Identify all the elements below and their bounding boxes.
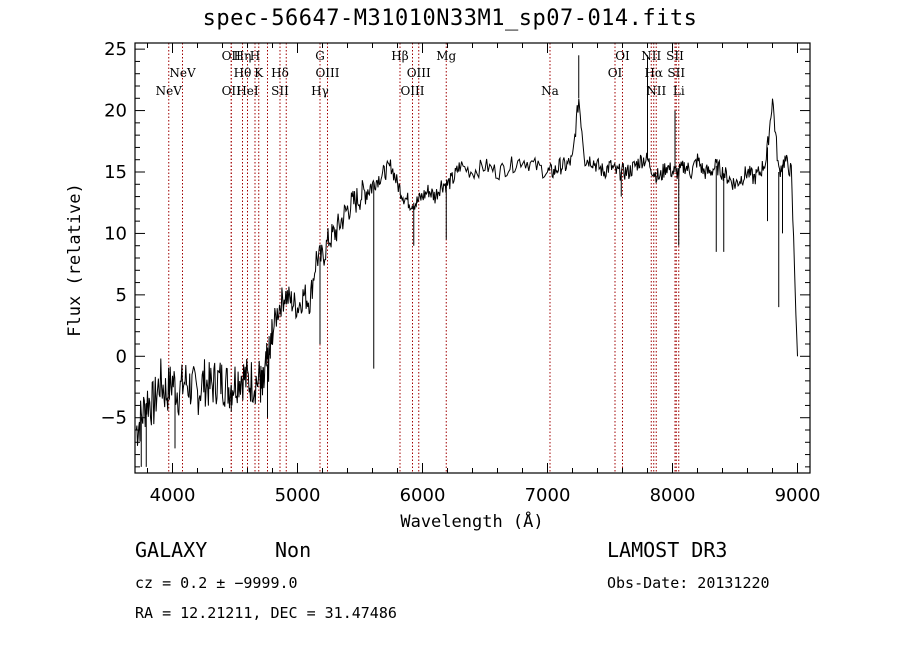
emission-line-label: NeV — [156, 84, 183, 98]
y-tick-label: 15 — [104, 162, 127, 183]
emission-line-label: HeI — [236, 84, 259, 98]
x-tick-label: 4000 — [150, 485, 196, 506]
emission-line-label: NeV — [169, 66, 196, 80]
emission-line-label: Na — [541, 84, 559, 98]
emission-line-label: NII — [641, 49, 661, 63]
emission-line-label: SII — [667, 66, 685, 80]
y-tick-label: 5 — [116, 285, 127, 306]
x-axis-label: Wavelength (Å) — [400, 510, 543, 532]
emission-line-label: Hη — [234, 49, 252, 63]
x-tick-label: 7000 — [525, 485, 571, 506]
x-tick-label: 9000 — [775, 485, 821, 506]
emission-line-label: K — [254, 66, 264, 80]
emission-line-label: Li — [673, 84, 685, 98]
plot-frame — [134, 42, 811, 474]
spikes-layer — [140, 55, 783, 467]
y-tick-label: −5 — [100, 408, 127, 429]
emission-line-label: OII — [222, 84, 242, 98]
emission-line-label: Mg — [436, 49, 456, 63]
x-tick-label: 8000 — [650, 485, 696, 506]
emission-line-label: NII — [646, 84, 666, 98]
emission-line-label: OIII — [400, 84, 424, 98]
spectrum-line — [135, 98, 798, 446]
y-tick-label: 20 — [104, 101, 127, 122]
emission-line-label: OIII — [407, 66, 431, 80]
axis-ticks — [135, 43, 810, 473]
y-tick-label: 10 — [104, 223, 127, 244]
object-class: GALAXY — [135, 538, 208, 562]
y-axis-label: Flux (relative) — [65, 183, 85, 337]
cz-value: cz = 0.2 ± −9999.0 — [135, 574, 298, 592]
emission-line-label: Hβ — [391, 49, 408, 63]
chart-title: spec-56647-M31010N33M1_sp07-014.fits — [202, 6, 698, 31]
emission-line-label: H — [250, 49, 260, 63]
object-subclass: Non — [275, 538, 312, 562]
x-tick-label: 5000 — [275, 485, 321, 506]
obs-date: Obs-Date: 20131220 — [607, 574, 770, 592]
emission-line-label: Hθ — [234, 66, 252, 80]
emission-line-label: OI — [608, 66, 623, 80]
emission-line-label: G — [315, 49, 325, 63]
ra-dec: RA = 12.21211, DEC = 31.47486 — [135, 604, 397, 622]
emission-line-label: Hγ — [311, 84, 329, 98]
emission-line-label: Hδ — [271, 66, 289, 80]
survey-name: LAMOST DR3 — [607, 538, 728, 562]
emission-line-label: OIII — [315, 66, 339, 80]
emission-line-label: OII — [222, 49, 242, 63]
y-tick-label: 25 — [104, 39, 127, 60]
x-tick-label: 6000 — [400, 485, 446, 506]
emission-line-label: OI — [615, 49, 630, 63]
y-tick-label: 0 — [116, 346, 127, 367]
axis-tick-labels: 4000 5000 6000 7000 8000 9000 −5 0 5 10 15 20 25 — [100, 39, 820, 506]
emission-line-label: SII — [666, 49, 684, 63]
emission-lines-layer — [168, 43, 680, 473]
emission-line-label: Hα — [644, 66, 663, 80]
emission-line-label: SII — [271, 84, 289, 98]
